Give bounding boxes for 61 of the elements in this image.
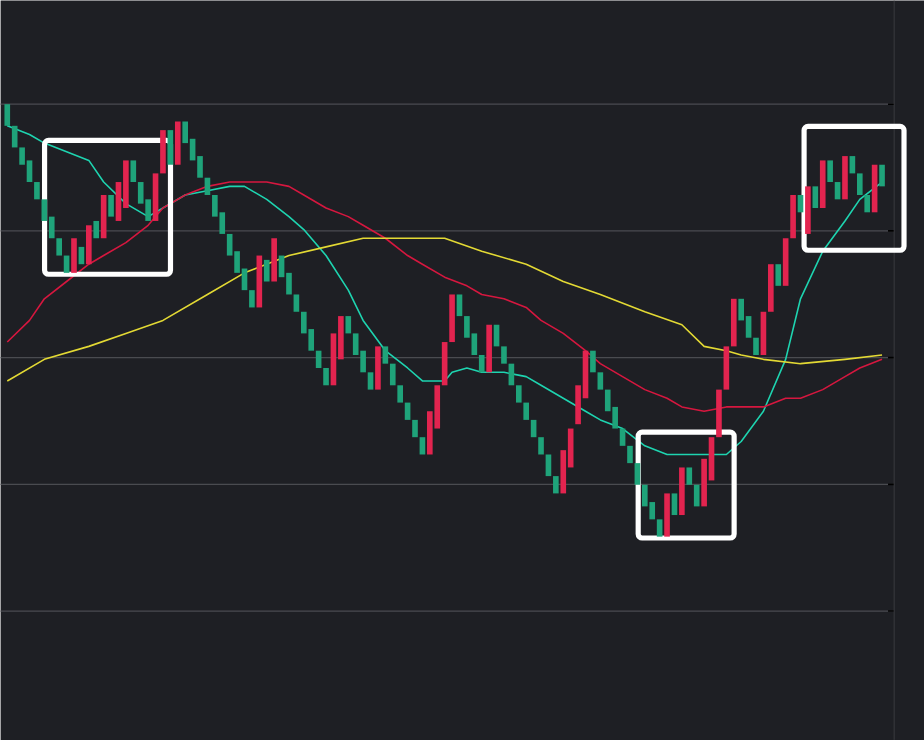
candlestick — [249, 290, 255, 308]
candlestick — [679, 467, 685, 515]
candlestick — [634, 462, 641, 485]
candlestick — [768, 264, 774, 312]
candlestick — [664, 493, 670, 537]
candlestick — [790, 194, 796, 239]
candlestick — [819, 160, 826, 208]
candlestick — [842, 155, 848, 200]
candlestick — [293, 294, 300, 312]
candlestick — [449, 294, 455, 342]
candlestick — [671, 493, 678, 515]
candlestick — [367, 372, 374, 390]
candlestick — [389, 363, 396, 386]
candlestick — [382, 346, 389, 364]
candlestick — [456, 294, 463, 316]
candlestick — [11, 125, 18, 148]
candlestick — [130, 160, 137, 182]
candlestick — [723, 346, 730, 390]
candlestick — [805, 186, 811, 234]
candlestick — [590, 350, 596, 373]
candlestick — [174, 121, 181, 165]
candlestick — [515, 385, 522, 403]
candlestick — [478, 354, 485, 373]
candlestick — [56, 238, 62, 256]
candlestick — [345, 315, 352, 334]
candlestick — [812, 186, 819, 208]
candlestick — [545, 454, 552, 476]
candlestick — [71, 238, 77, 273]
candlestick — [486, 324, 492, 373]
candlestick — [827, 160, 833, 182]
candlestick — [864, 194, 871, 213]
candlestick — [108, 194, 114, 217]
candlestick — [693, 484, 700, 507]
candlestick — [412, 419, 418, 438]
candlestick — [730, 298, 737, 347]
candlestick — [656, 519, 663, 537]
candlestick — [782, 238, 789, 286]
candlestick — [152, 173, 159, 221]
candlestick — [716, 389, 722, 438]
candlestick — [4, 104, 11, 126]
candlestick — [375, 346, 381, 390]
candlestick — [686, 467, 693, 485]
candlestick — [775, 264, 782, 286]
candlestick — [93, 220, 100, 239]
candlestick — [856, 173, 863, 195]
candlestick — [597, 372, 604, 390]
candlestick — [397, 385, 403, 403]
candlestick — [160, 129, 166, 174]
candlestick — [553, 475, 559, 494]
candlestick — [323, 367, 329, 386]
candlestick — [501, 346, 507, 364]
candlestick — [167, 129, 174, 165]
candlestick — [879, 164, 885, 187]
candlestick — [538, 437, 544, 455]
candlestick — [627, 445, 633, 463]
candlestick — [263, 259, 270, 282]
candlestick — [86, 225, 92, 265]
candlestick — [523, 402, 530, 420]
candlestick — [271, 238, 277, 282]
candlestick — [34, 181, 40, 200]
candlestick — [753, 337, 759, 355]
